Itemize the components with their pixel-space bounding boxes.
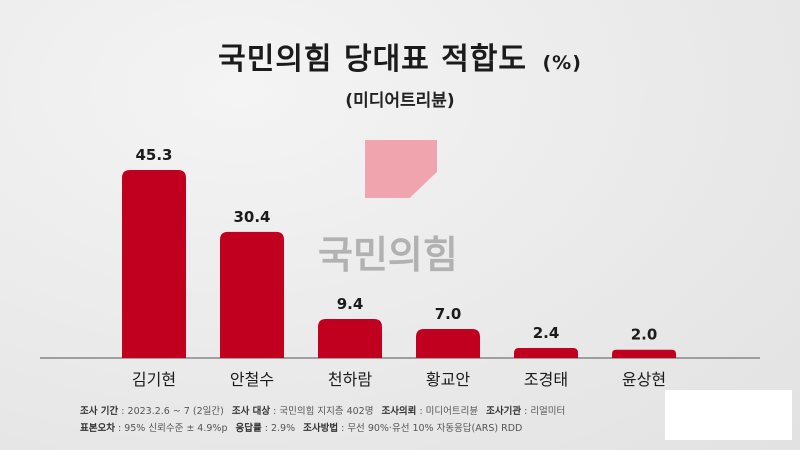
category-label-0: 김기현 xyxy=(132,370,176,389)
bar-2 xyxy=(318,318,382,358)
footer-value: : 2.9% xyxy=(261,423,296,434)
footer-item: 조사 기간 : 2023.2.6 ~ 7 (2일간) xyxy=(80,406,224,417)
bar-3 xyxy=(416,328,480,358)
chart-subtitle: (미디어트리뷴) xyxy=(345,91,455,111)
footer-value: : 리얼미터 xyxy=(521,406,566,417)
footer-value: : 국민의힘 지지층 402명 xyxy=(270,406,374,417)
category-label-5: 윤상현 xyxy=(622,370,666,389)
value-label-4: 2.4 xyxy=(533,324,560,342)
footer-line-1: 조사 기간 : 2023.2.6 ~ 7 (2일간) 조사 대상 : 국민의힘 지… xyxy=(80,403,680,420)
footer-item: 조사의뢰 : 미디어트리뷴 xyxy=(381,406,478,417)
footer-key: 조사기관 xyxy=(486,406,522,417)
bar-1 xyxy=(220,231,284,358)
title-unit: (%) xyxy=(542,52,582,74)
footer-key: 조사의뢰 xyxy=(381,406,417,417)
footer-key: 표본오차 xyxy=(80,423,115,434)
value-label-0: 45.3 xyxy=(135,146,172,164)
survey-footer: 조사 기간 : 2023.2.6 ~ 7 (2일간) 조사 대상 : 국민의힘 지… xyxy=(80,403,680,437)
bar-4 xyxy=(514,348,578,358)
bar-5 xyxy=(612,349,676,358)
footer-line-2: 표본오차 : 95% 신뢰수준 ± 4.9%p 응답률 : 2.9% 조사방법 : … xyxy=(80,420,680,437)
footer-item: 조사 대상 : 국민의힘 지지층 402명 xyxy=(232,406,374,417)
footer-value: : 무선 90%·유선 10% 자동응답(ARS) RDD xyxy=(338,423,523,434)
footer-item: 조사기관 : 리얼미터 xyxy=(486,406,565,417)
value-label-1: 30.4 xyxy=(233,208,270,226)
footer-value: : 2023.2.6 ~ 7 (2일간) xyxy=(118,406,224,417)
value-label-3: 7.0 xyxy=(435,305,462,323)
category-label-3: 황교안 xyxy=(426,370,470,389)
footer-value: : 미디어트리뷴 xyxy=(416,406,479,417)
footer-key: 조사 기간 xyxy=(80,406,119,417)
footer-item: 표본오차 : 95% 신뢰수준 ± 4.9%p xyxy=(80,423,227,434)
footer-value: : 95% 신뢰수준 ± 4.9%p xyxy=(114,423,228,434)
footer-key: 조사방법 xyxy=(303,423,339,434)
value-label-2: 9.4 xyxy=(337,295,364,313)
blank-box xyxy=(665,390,792,440)
category-label-1: 안철수 xyxy=(230,370,274,389)
category-label-4: 조경태 xyxy=(524,370,568,389)
footer-item: 조사방법 : 무선 90%·유선 10% 자동응답(ARS) RDD xyxy=(303,423,522,434)
footer-item: 응답률 : 2.9% xyxy=(235,423,295,434)
footer-key: 응답률 xyxy=(235,423,262,434)
footer-key: 조사 대상 xyxy=(231,406,271,417)
title-text: 국민의힘 당대표 적합도 xyxy=(218,42,528,77)
category-label-2: 천하람 xyxy=(328,370,372,389)
chart-title: 국민의힘 당대표 적합도 (%) xyxy=(0,34,800,78)
value-label-5: 2.0 xyxy=(631,326,658,344)
watermark-text: 국민의힘 xyxy=(318,233,458,277)
bar-0 xyxy=(122,170,186,358)
